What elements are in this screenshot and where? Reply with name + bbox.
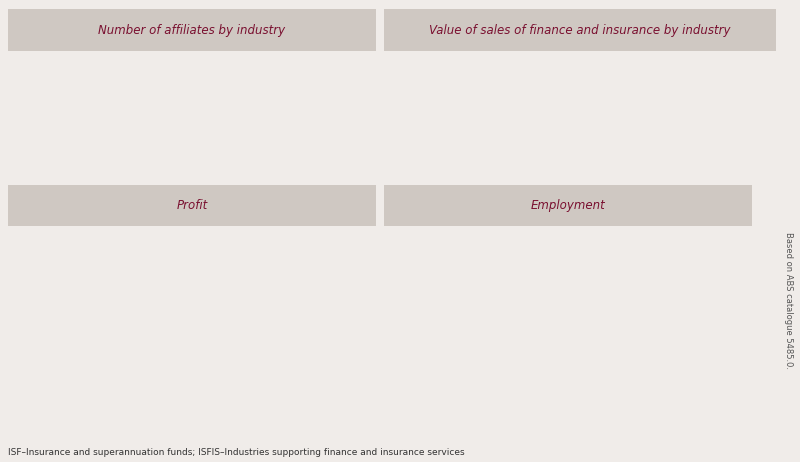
Text: $1.5b: $1.5b	[86, 347, 117, 357]
Wedge shape	[192, 88, 250, 196]
Text: Finance: Finance	[213, 92, 258, 103]
Text: ISF: ISF	[474, 336, 493, 346]
Text: Employment: Employment	[530, 199, 606, 212]
Text: ISFIS: ISFIS	[470, 268, 499, 278]
Text: ISF: ISF	[481, 163, 499, 173]
Text: 73%: 73%	[213, 314, 236, 324]
Wedge shape	[576, 88, 641, 207]
Text: 34%: 34%	[213, 113, 236, 123]
Text: Profit: Profit	[176, 199, 208, 212]
Wedge shape	[192, 264, 206, 321]
Wedge shape	[568, 264, 589, 321]
Text: 18,494: 18,494	[456, 347, 493, 357]
Wedge shape	[519, 85, 580, 207]
Text: 46%: 46%	[477, 184, 499, 195]
Text: ISF–Insurance and superannuation funds; ISFIS–Industries supporting finance and : ISF–Insurance and superannuation funds; …	[8, 449, 465, 457]
Text: 23%: 23%	[94, 357, 117, 367]
Text: Finance: Finance	[213, 293, 258, 304]
Text: Finance: Finance	[602, 105, 648, 116]
Text: 6%: 6%	[483, 289, 499, 298]
Wedge shape	[134, 264, 249, 378]
Text: ISFIS: ISFIS	[90, 274, 120, 284]
Text: Value of sales of finance and insurance by industry: Value of sales of finance and insurance …	[430, 24, 730, 36]
Wedge shape	[134, 88, 192, 176]
Text: 429: 429	[213, 103, 233, 113]
Text: ISF: ISF	[209, 158, 228, 168]
Text: 297: 297	[209, 168, 229, 178]
Text: 53,034: 53,034	[589, 293, 625, 303]
Text: Finance: Finance	[589, 283, 634, 293]
Text: $17.8b: $17.8b	[463, 174, 499, 183]
Text: 5%: 5%	[490, 112, 507, 122]
Text: ISF: ISF	[98, 336, 117, 346]
Text: $4.7b: $4.7b	[213, 304, 242, 314]
Text: ISFIS: ISFIS	[477, 90, 507, 100]
Wedge shape	[144, 146, 219, 203]
Text: 49%: 49%	[602, 128, 625, 138]
Wedge shape	[192, 266, 250, 328]
Text: 24%: 24%	[470, 357, 493, 367]
Wedge shape	[510, 264, 622, 378]
Text: 42%: 42%	[94, 143, 117, 153]
Text: 519: 519	[97, 133, 117, 143]
Text: Based on ABS catalogue 5485.0.: Based on ABS catalogue 5485.0.	[783, 232, 793, 369]
Wedge shape	[568, 268, 626, 339]
Wedge shape	[580, 85, 599, 146]
Text: ISFIS: ISFIS	[86, 122, 117, 132]
Text: 4%: 4%	[103, 295, 120, 304]
Text: $18.9b: $18.9b	[602, 116, 638, 127]
Text: $2.2b: $2.2b	[477, 101, 507, 111]
Text: 70%: 70%	[589, 304, 611, 314]
Text: 4,391: 4,391	[470, 279, 499, 288]
Text: 24%: 24%	[209, 178, 232, 188]
Text: Number of affiliates by industry: Number of affiliates by industry	[98, 24, 286, 36]
Text: $0.3b: $0.3b	[90, 284, 120, 294]
